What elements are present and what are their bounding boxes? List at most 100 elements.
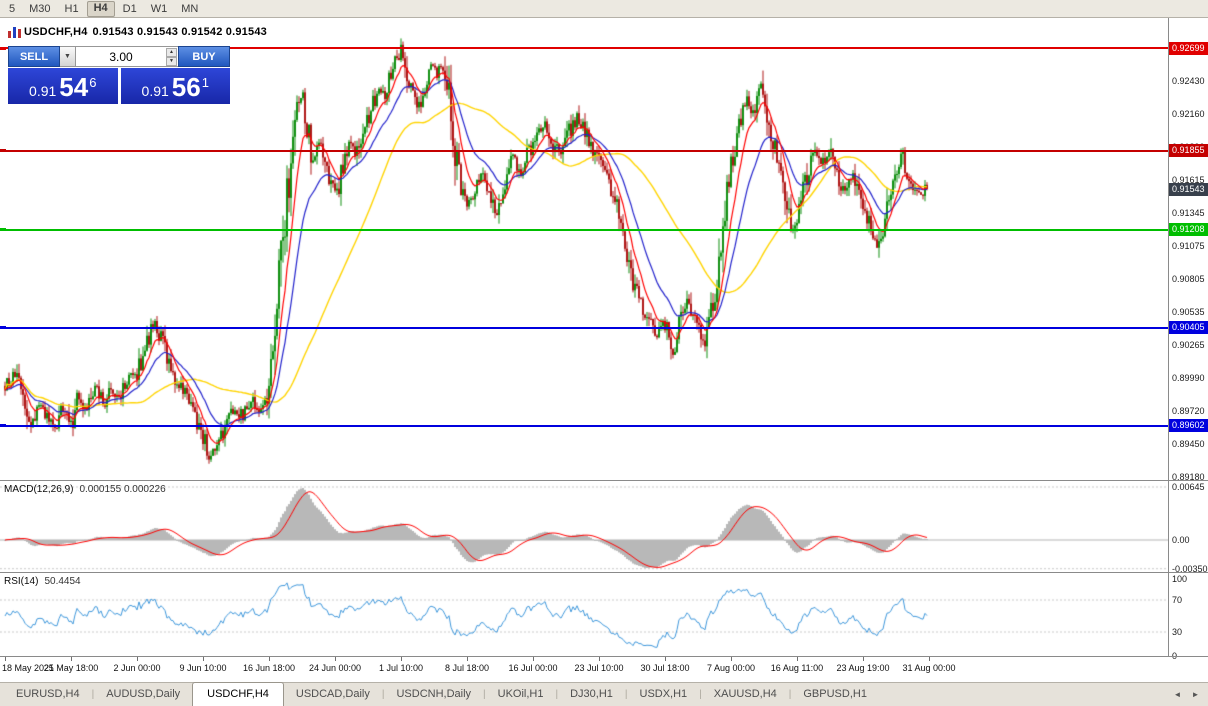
price-level-badge-0-92699: 0.92699: [1169, 41, 1208, 55]
chart-tab-xauusd-h4[interactable]: XAUUSD,H4: [713, 688, 777, 700]
rsi-panel-resize-divider[interactable]: [0, 572, 1208, 573]
tab-separator: |: [483, 689, 486, 700]
time-axis-label-5: 24 Jun 00:00: [308, 663, 362, 673]
chart-window: USDCHF,H4 0.91543 0.91543 0.91542 0.91543…: [0, 18, 1208, 682]
time-tick-mark: [137, 657, 138, 661]
chart-tab-usdchf-h4[interactable]: USDCHF,H4: [192, 682, 284, 706]
tab-scroll-arrows: ◄ ►: [1170, 687, 1203, 702]
spin-down-icon[interactable]: ▼: [166, 57, 177, 66]
chart-symbol-period: USDCHF,H4: [24, 26, 88, 38]
tab-separator: |: [91, 689, 95, 700]
rsi-name: RSI(14): [4, 576, 39, 587]
price-line-0-91855[interactable]: [0, 149, 1168, 152]
price-scale-border: [1168, 18, 1169, 657]
chart-tab-usdx-h1[interactable]: USDX,H1: [639, 688, 688, 700]
macd-scale-0m00: 0.00: [1172, 535, 1190, 545]
timeframe-button-5[interactable]: 5: [9, 2, 16, 15]
time-axis-label-7: 8 Jul 18:00: [444, 663, 490, 673]
chart-tab-eurusd-h4[interactable]: EURUSD,H4: [16, 688, 80, 700]
time-axis-label-12: 16 Aug 11:00: [770, 663, 824, 673]
price-tick-0-91345: 0.91345: [1172, 208, 1205, 219]
tab-separator: |: [381, 689, 385, 700]
tab-separator: |: [624, 689, 628, 700]
time-tick-mark: [863, 657, 864, 661]
timeframe-button-mn[interactable]: MN: [181, 2, 199, 15]
chart-tab-dj30-h1[interactable]: DJ30,H1: [570, 688, 613, 700]
chart-tab-bar: EURUSD,H4 | AUDUSD,Daily USDCHF,H4 USDCAD,Da…: [0, 682, 1208, 706]
rsi-value: 50.4454: [44, 576, 81, 587]
time-axis-label-3: 9 Jun 10:00: [179, 663, 227, 673]
price-line-0-92699[interactable]: [0, 47, 1168, 49]
tab-separator: |: [699, 689, 702, 700]
sell-button[interactable]: SELL: [8, 46, 60, 67]
sell-price-base: 0.91: [29, 83, 57, 99]
buy-price-button[interactable]: 0.91 56 1: [120, 68, 230, 104]
timeframe-toolbar: 5 M30 H1 H4 D1 W1 MN: [0, 0, 1208, 18]
tabs-scroll-left-icon[interactable]: ◄: [1173, 690, 1182, 699]
line-anchor-marker: [0, 46, 6, 50]
time-axis-label-9: 23 Jul 10:00: [574, 663, 624, 673]
time-axis-label-0: 18 May 2021: [2, 663, 55, 673]
rsi-scale-30: 30: [1172, 627, 1183, 637]
chart-tab-ukoil-h1[interactable]: UKOil,H1: [497, 688, 544, 700]
macd-panel-resize-divider[interactable]: [0, 480, 1208, 481]
price-tick-0-91615: 0.91615: [1172, 175, 1205, 186]
chart-tab-gbpusd-h1[interactable]: GBPUSD,H1: [803, 688, 867, 700]
chart-tab-usdcnh-daily[interactable]: USDCNH,Daily: [396, 688, 472, 700]
time-tick-mark: [5, 657, 6, 661]
price-line-0-91208[interactable]: [0, 228, 1168, 231]
price-tick-0-92160: 0.92160: [1172, 108, 1205, 119]
time-tick-mark: [203, 657, 204, 661]
price-tick-0-89990: 0.89990: [1172, 373, 1205, 384]
timeframe-button-m30[interactable]: M30: [29, 2, 51, 15]
price-line-0-89602[interactable]: [0, 424, 1168, 427]
timeframe-button-d1[interactable]: D1: [122, 2, 137, 15]
timeframe-button-h4[interactable]: H4: [86, 0, 115, 17]
price-tick-0-90535: 0.90535: [1172, 307, 1205, 317]
sell-price-pips: 54: [59, 72, 89, 102]
buy-button[interactable]: BUY: [178, 46, 230, 67]
time-axis-label-2: 2 Jun 00:00: [113, 663, 161, 673]
line-anchor-marker: [0, 326, 6, 330]
volume-input[interactable]: [76, 47, 178, 66]
price-tick-0-89720: 0.89720: [1172, 406, 1205, 417]
chart-tab-audusd-daily[interactable]: AUDUSD,Daily: [106, 688, 181, 700]
price-level-badge-0-91855: 0.91855: [1169, 144, 1208, 158]
time-tick-mark: [467, 657, 468, 661]
one-click-trading-panel: SELL ▼ ▲ ▼ BUY 0.91 54 6 0.9: [8, 46, 230, 104]
time-axis-label-4: 16 Jun 18:00: [242, 663, 296, 673]
volume-spinner: ▲ ▼: [166, 48, 177, 66]
time-axis-divider: [0, 656, 1208, 657]
line-anchor-marker: [0, 424, 6, 428]
current-price-badge: 0.91543: [1169, 182, 1208, 196]
volume-dropdown-button[interactable]: ▼: [60, 46, 76, 67]
timeframe-button-w1[interactable]: W1: [150, 2, 168, 15]
chart-symbol-icon: [8, 27, 21, 38]
volume-field-wrap: ▲ ▼: [76, 46, 178, 67]
tab-separator: |: [788, 689, 792, 700]
macd-scale-0m00645: 0.00645: [1172, 482, 1205, 493]
time-axis-label-13: 23 Aug 19:00: [836, 663, 890, 673]
sell-price-button[interactable]: 0.91 54 6: [8, 68, 118, 104]
macd-indicator-canvas[interactable]: [0, 481, 1168, 572]
line-anchor-marker: [0, 149, 6, 153]
price-line-0-90405[interactable]: [0, 326, 1168, 329]
price-tick-0-90805: 0.90805: [1172, 274, 1205, 285]
price-tick-0-89180: 0.89180: [1172, 472, 1205, 483]
macd-indicator-label: MACD(12,26,9) 0.000155 0.000226: [4, 484, 166, 495]
tabs-scroll-right-icon[interactable]: ►: [1191, 690, 1200, 699]
time-axis-label-11: 7 Aug 00:00: [706, 663, 756, 673]
time-axis-label-14: 31 Aug 00:00: [902, 663, 956, 673]
spin-up-icon[interactable]: ▲: [166, 48, 177, 57]
price-tick-0-90265: 0.90265: [1172, 339, 1205, 350]
time-tick-mark: [665, 657, 666, 661]
chart-title: USDCHF,H4 0.91543 0.91543 0.91542 0.91543: [24, 26, 267, 38]
chart-tab-usdcad-daily[interactable]: USDCAD,Daily: [295, 688, 370, 700]
rsi-indicator-label: RSI(14) 50.4454: [4, 576, 81, 587]
timeframe-button-h1[interactable]: H1: [64, 2, 79, 15]
line-anchor-marker: [0, 228, 6, 232]
rsi-indicator-canvas[interactable]: [0, 573, 1168, 656]
sell-price-point: 6: [89, 75, 97, 90]
time-tick-mark: [599, 657, 600, 661]
